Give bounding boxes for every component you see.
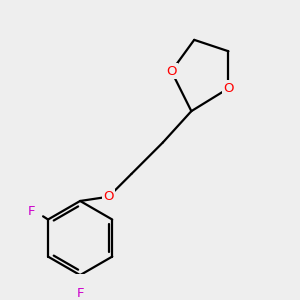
Text: O: O [166, 65, 177, 78]
Text: F: F [76, 287, 84, 300]
Text: O: O [223, 82, 234, 95]
Text: O: O [103, 190, 114, 203]
Text: F: F [28, 205, 35, 218]
